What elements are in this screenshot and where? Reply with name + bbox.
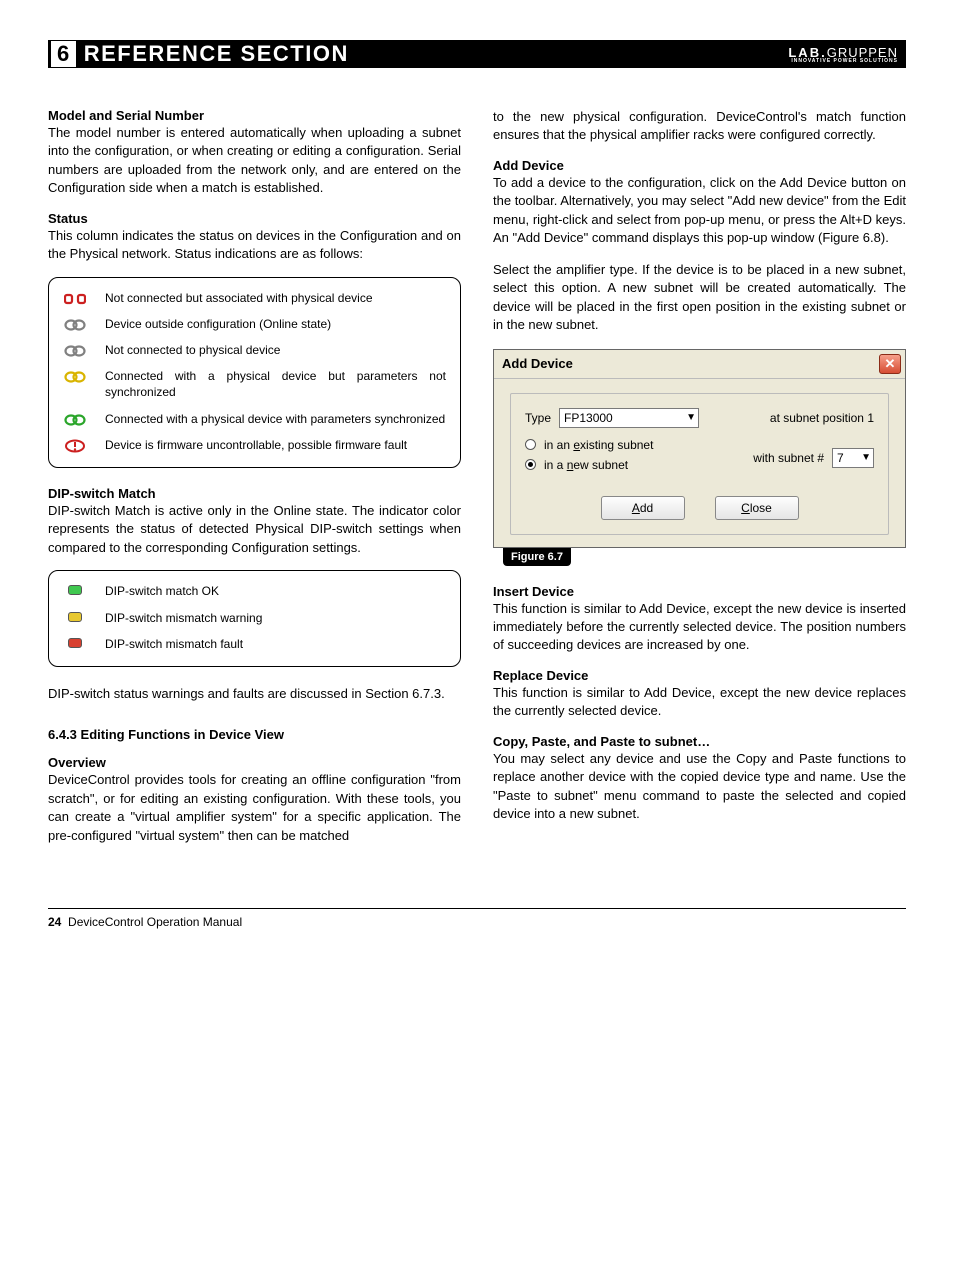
content-columns: Model and Serial Number The model number…	[48, 108, 906, 858]
dip-heading: DIP-switch Match	[48, 486, 461, 501]
status-icon	[63, 342, 87, 358]
radio-new-label: in a new subnet	[544, 458, 628, 472]
subnet-label: with subnet #	[753, 451, 824, 465]
dialog-titlebar: Add Device ✕	[494, 350, 905, 379]
dip-icon	[63, 583, 87, 595]
add-device-text: To add a device to the configuration, cl…	[493, 174, 906, 248]
status-legend-row: Connected with a physical device but par…	[63, 368, 446, 400]
overview-heading: Overview	[48, 755, 461, 770]
insert-device-text: This function is similar to Add Device, …	[493, 600, 906, 655]
status-legend-text: Connected with a physical device but par…	[105, 368, 446, 400]
add-device-dialog: Add Device ✕ Type FP13000 ▼ at subnet po…	[493, 349, 906, 548]
status-text: This column indicates the status on devi…	[48, 227, 461, 264]
status-legend-text: Not connected but associated with physic…	[105, 290, 446, 306]
add-button[interactable]: Add	[601, 496, 685, 520]
dip-legend-text: DIP-switch mismatch warning	[105, 610, 446, 626]
replace-device-text: This function is similar to Add Device, …	[493, 684, 906, 721]
model-text: The model number is entered automaticall…	[48, 124, 461, 198]
overview-text: DeviceControl provides tools for creatin…	[48, 771, 461, 845]
status-legend-row: Not connected but associated with physic…	[63, 290, 446, 306]
page-footer: 24 DeviceControl Operation Manual	[48, 908, 906, 929]
subnet-select[interactable]: 7 ▼	[832, 448, 874, 468]
status-legend-row: Device outside configuration (Online sta…	[63, 316, 446, 332]
doc-title: DeviceControl Operation Manual	[68, 915, 242, 929]
dip-footer-text: DIP-switch status warnings and faults ar…	[48, 685, 461, 703]
radio-existing-subnet[interactable]	[525, 439, 536, 450]
page-number: 24	[48, 915, 61, 929]
insert-device-heading: Insert Device	[493, 584, 906, 599]
section-header: 6 REFERENCE SECTION LAB.GRUPPEN INNOVATI…	[48, 40, 906, 68]
right-column: to the new physical configuration. Devic…	[493, 108, 906, 858]
status-icon	[63, 411, 87, 427]
dip-legend-box: DIP-switch match OK DIP-switch mismatch w…	[48, 570, 461, 667]
status-icon	[63, 290, 87, 306]
status-icon	[63, 316, 87, 332]
status-icon	[63, 437, 87, 453]
status-legend-text: Device is firmware uncontrollable, possi…	[105, 437, 446, 453]
status-legend-box: Not connected but associated with physic…	[48, 277, 461, 468]
dialog-title: Add Device	[502, 356, 573, 371]
copy-paste-heading: Copy, Paste, and Paste to subnet…	[493, 734, 906, 749]
brand-tagline: INNOVATIVE POWER SOLUTIONS	[788, 58, 898, 64]
close-button[interactable]: Close	[715, 496, 799, 520]
chevron-down-icon: ▼	[686, 412, 696, 423]
dip-legend-row: DIP-switch mismatch fault	[63, 636, 446, 652]
status-legend-row: Connected with a physical device with pa…	[63, 411, 446, 427]
chevron-down-icon: ▼	[861, 452, 871, 463]
type-select[interactable]: FP13000 ▼	[559, 408, 699, 428]
dip-text: DIP-switch Match is active only in the O…	[48, 502, 461, 557]
radio-existing-label: in an existing subnet	[544, 438, 653, 452]
close-icon[interactable]: ✕	[879, 354, 901, 374]
dip-legend-text: DIP-switch match OK	[105, 583, 446, 599]
left-column: Model and Serial Number The model number…	[48, 108, 461, 858]
type-label: Type	[525, 411, 551, 425]
section-title: REFERENCE SECTION	[76, 41, 789, 67]
add-device-heading: Add Device	[493, 158, 906, 173]
model-heading: Model and Serial Number	[48, 108, 461, 123]
status-legend-text: Not connected to physical device	[105, 342, 446, 358]
dip-legend-text: DIP-switch mismatch fault	[105, 636, 446, 652]
add-device-text2: Select the amplifier type. If the device…	[493, 261, 906, 335]
section-number: 6	[51, 41, 76, 67]
position-label: at subnet position 1	[770, 411, 874, 425]
status-legend-row: Device is firmware uncontrollable, possi…	[63, 437, 446, 453]
copy-paste-text: You may select any device and use the Co…	[493, 750, 906, 824]
replace-device-heading: Replace Device	[493, 668, 906, 683]
continuation-text: to the new physical configuration. Devic…	[493, 108, 906, 145]
status-heading: Status	[48, 211, 461, 226]
status-legend-text: Device outside configuration (Online sta…	[105, 316, 446, 332]
subnet-value: 7	[837, 451, 844, 465]
status-legend-text: Connected with a physical device with pa…	[105, 411, 446, 427]
dip-legend-row: DIP-switch match OK	[63, 583, 446, 599]
subsection-heading: 6.4.3 Editing Functions in Device View	[48, 727, 461, 742]
dip-icon	[63, 610, 87, 622]
status-icon	[63, 368, 87, 384]
figure-caption: Figure 6.7	[503, 548, 571, 566]
type-value: FP13000	[564, 411, 613, 425]
status-legend-row: Not connected to physical device	[63, 342, 446, 358]
dip-legend-row: DIP-switch mismatch warning	[63, 610, 446, 626]
radio-new-subnet[interactable]	[525, 459, 536, 470]
brand-logo: LAB.GRUPPEN INNOVATIVE POWER SOLUTIONS	[788, 45, 898, 64]
dip-icon	[63, 636, 87, 648]
